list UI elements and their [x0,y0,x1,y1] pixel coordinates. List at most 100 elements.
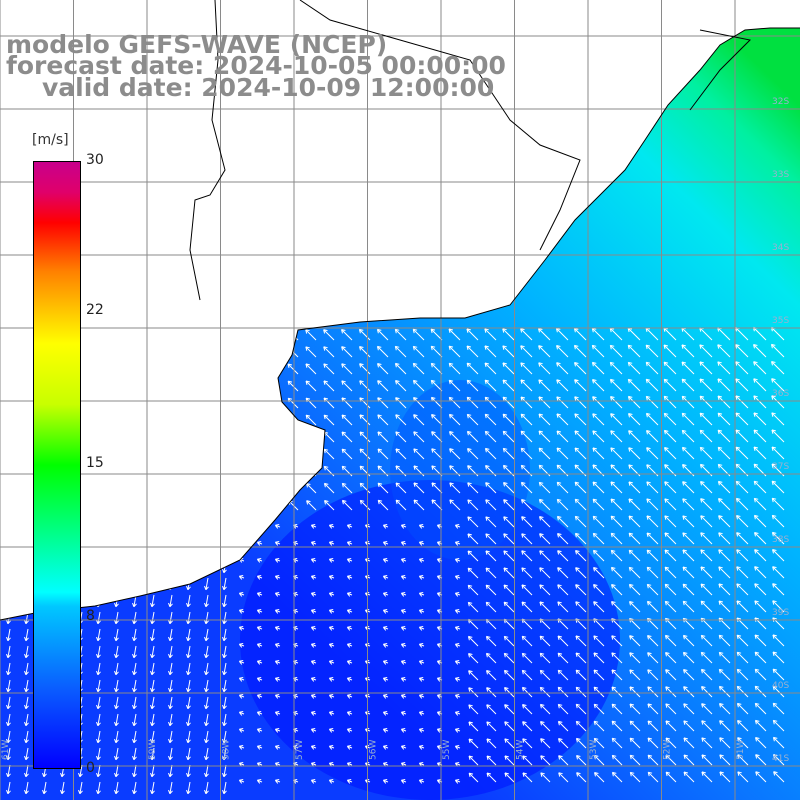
wind-arrow [204,339,209,353]
wind-arrow [736,566,749,579]
wind-arrow [412,362,425,375]
wind-arrow [204,679,209,693]
wind-arrow [310,711,317,716]
wind-arrow [150,611,155,625]
wind-arrow [683,686,695,698]
wind-arrow [306,500,317,511]
wind-arrow [168,713,173,727]
wind-arrow [376,345,389,358]
wind-arrow [168,747,173,761]
wind-arrow [556,515,569,528]
wind-arrow [150,696,155,710]
wind-arrow [485,482,497,494]
wind-arrow [719,737,731,749]
wind-arrow [132,339,137,353]
wind-arrow [719,754,731,766]
wind-arrow [222,662,227,676]
wind-arrow [78,781,83,795]
wind-arrow [629,754,641,766]
wind-arrow [310,609,317,614]
lagoon-outline [689,29,752,111]
wind-arrow [521,652,533,664]
wind-arrow [454,745,461,750]
wind-arrow [204,526,209,540]
wind-arrow [504,755,515,766]
wind-arrow [150,373,155,387]
wind-arrow [717,446,731,460]
wind-arrow [186,356,191,370]
wind-arrow [400,779,407,784]
wind-arrow [168,628,173,642]
wind-arrow [540,738,551,749]
wind-arrow [454,779,461,784]
wind-arrow [557,669,569,681]
wind-arrow [454,728,461,733]
wind-arrow [341,499,353,511]
wind-arrow [256,592,263,597]
wind-arrow [484,379,497,392]
wind-arrow [484,413,497,426]
wind-arrow [558,738,569,749]
wind-arrow [701,737,713,749]
wind-arrow [520,362,533,375]
wind-arrow [24,543,29,557]
wind-arrow [718,651,731,664]
wind-arrow [700,498,713,511]
wind-arrow [96,764,101,778]
wind-arrow [186,373,191,387]
wind-arrow [400,677,407,682]
wind-arrow [269,397,281,409]
wind-arrow [538,328,551,341]
wind-arrow [503,482,515,494]
wind-arrow [6,543,11,557]
wind-arrow [377,414,389,426]
wind-arrow [132,424,137,438]
wind-arrow [400,745,407,750]
wind-arrow [204,492,209,506]
wind-arrow [449,431,461,443]
wind-arrow [682,651,695,664]
wind-arrow [681,344,695,358]
wind-arrow [6,373,11,387]
wind-arrow [629,669,641,681]
wind-arrow [645,395,659,409]
wind-arrow [755,754,767,766]
wind-arrow [663,344,677,358]
lon-label: 57W [295,740,305,760]
wind-arrow [574,396,587,409]
wind-arrow [521,635,533,647]
wind-arrow [609,378,623,392]
wind-arrow [132,662,137,676]
wind-arrow [486,704,497,715]
wind-arrow [233,346,245,358]
wind-arrow [256,524,263,529]
wind-arrow [186,441,191,455]
wind-arrow [647,652,659,664]
wind-arrow [24,696,29,710]
wind-arrow [594,772,605,783]
wind-arrow [628,532,641,545]
wind-arrow [575,550,587,562]
wind-arrow [346,592,353,597]
wind-arrow [610,413,623,426]
wind-arrow [718,532,731,545]
wind-arrow [646,515,659,528]
wind-arrow [418,660,425,665]
wind-arrow [346,524,353,529]
wind-arrow [431,499,443,511]
wind-arrow [204,373,209,387]
wind-arrow [681,446,695,460]
wind-arrow [132,560,137,574]
wind-arrow [328,694,335,699]
wind-arrow [238,643,245,648]
wind-arrow [6,696,11,710]
wind-arrow [610,396,623,409]
wind-arrow [485,601,497,613]
wind-arrow [664,583,677,596]
wind-arrow [504,721,515,732]
wind-arrow [454,524,461,529]
wind-arrow [186,509,191,523]
wind-arrow [737,720,749,732]
wind-arrow [310,592,317,597]
wind-arrow [454,626,461,631]
